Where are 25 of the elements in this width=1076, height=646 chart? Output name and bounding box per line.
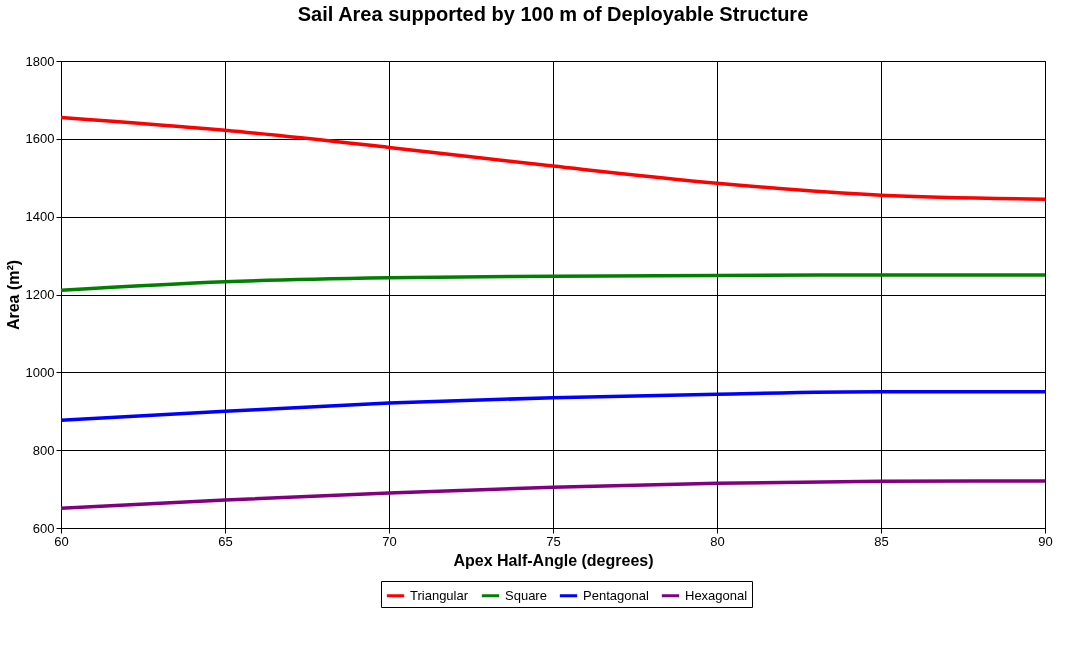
legend-label: Pentagonal [583, 587, 649, 603]
y-tick-label: 800 [32, 442, 55, 458]
y-tick-label: 600 [32, 520, 55, 536]
y-tick-label: 1400 [25, 209, 55, 225]
legend-label: Hexagonal [685, 587, 748, 603]
x-tick-label: 80 [710, 533, 725, 549]
line-series [59, 479, 1047, 510]
x-axis-title: Apex Half-Angle (degrees) [453, 551, 654, 569]
y-axis-title: Area (m²) [4, 259, 22, 331]
x-tick-label: 75 [546, 533, 561, 549]
chart-title: Sail Area supported by 100 m of Deployable Structure [297, 3, 809, 25]
x-tick-label: 85 [874, 533, 889, 549]
x-tick-label: 70 [382, 533, 397, 549]
y-tick-label: 1800 [25, 53, 55, 69]
line-series [59, 390, 1047, 422]
x-tick-label: 60 [54, 533, 69, 549]
legend-label: Triangular [410, 587, 469, 603]
y-tick-label: 1000 [25, 364, 55, 380]
line-series [59, 115, 1047, 201]
y-tick-label: 1600 [25, 131, 55, 147]
y-tick-label: 1200 [25, 287, 55, 302]
line-series [59, 273, 1047, 292]
x-tick-label: 90 [1038, 533, 1053, 549]
legend-label: Square [505, 587, 547, 603]
x-tick-label: 65 [218, 533, 233, 549]
